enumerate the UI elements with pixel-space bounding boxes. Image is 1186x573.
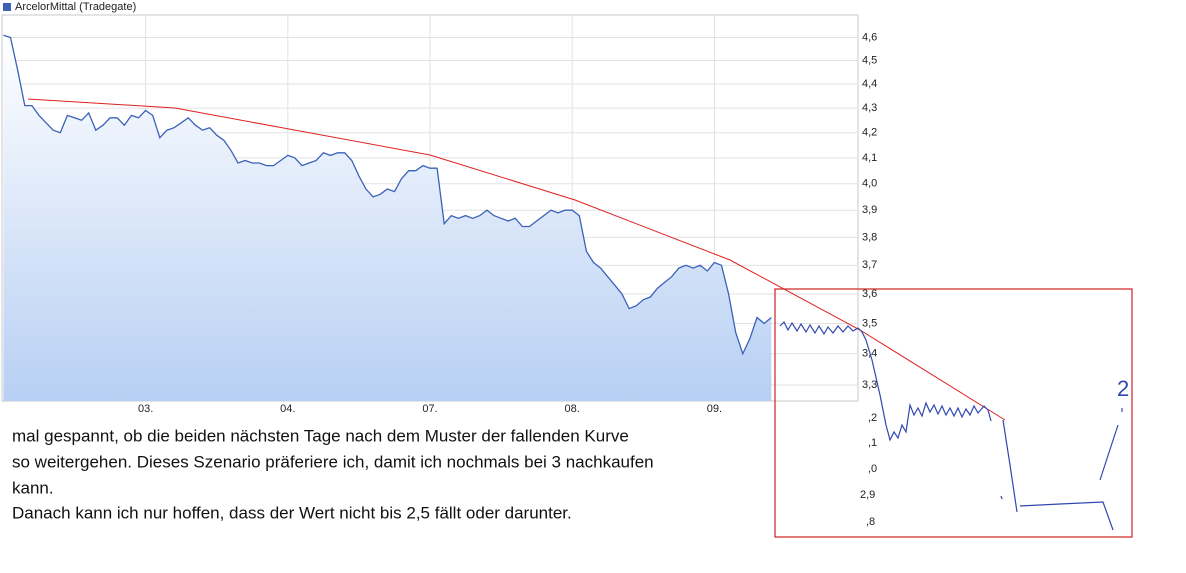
post-line: so weitergehen. Dieses Szenario präferie… <box>12 452 654 471</box>
area-fill <box>3 35 772 401</box>
y-tick-label: 4,0 <box>862 178 877 190</box>
y-tick-label: 4,1 <box>862 152 877 164</box>
y-tick-label: 3,3 <box>862 379 877 391</box>
sketch-note: 2 <box>1117 376 1129 401</box>
post-line: Danach kann ich nur hoffen, dass der Wer… <box>12 503 572 522</box>
y-tick-label: 4,2 <box>862 127 877 139</box>
x-tick-label: 09. <box>707 403 722 415</box>
sketch <box>779 320 1123 531</box>
x-tick-label: 04. <box>280 403 295 415</box>
y-tick-label: 4,5 <box>862 54 877 66</box>
y-tick-label: 3,9 <box>862 204 877 216</box>
sketch-label: ,2 <box>868 412 877 424</box>
post-line: mal gespannt, ob die beiden nächsten Tag… <box>12 426 629 445</box>
x-tick-label: 07. <box>422 403 437 415</box>
sketch-label: ,8 <box>866 516 875 528</box>
annotation-box <box>774 288 1133 538</box>
y-tick-label: 3,6 <box>862 288 877 300</box>
legend-swatch <box>3 3 11 11</box>
post-line: kann. <box>12 478 54 497</box>
y-tick-label: 4,6 <box>862 31 877 43</box>
y-tick-label: 4,4 <box>862 78 877 90</box>
sketch-label: ,1 <box>868 437 877 449</box>
y-tick-label: 3,5 <box>862 317 877 329</box>
legend-label: ArcelorMittal (Tradegate) <box>15 1 136 13</box>
sketch-label: 2,9 <box>860 489 875 501</box>
y-tick-label: 4,3 <box>862 102 877 114</box>
x-tick-label: 08. <box>565 403 580 415</box>
price-line <box>3 34 772 356</box>
sketch-label: ,0 <box>868 463 877 475</box>
y-tick-label: 3,8 <box>862 231 877 243</box>
x-tick-label: 03. <box>138 403 153 415</box>
y-tick-label: 3,7 <box>862 259 877 271</box>
